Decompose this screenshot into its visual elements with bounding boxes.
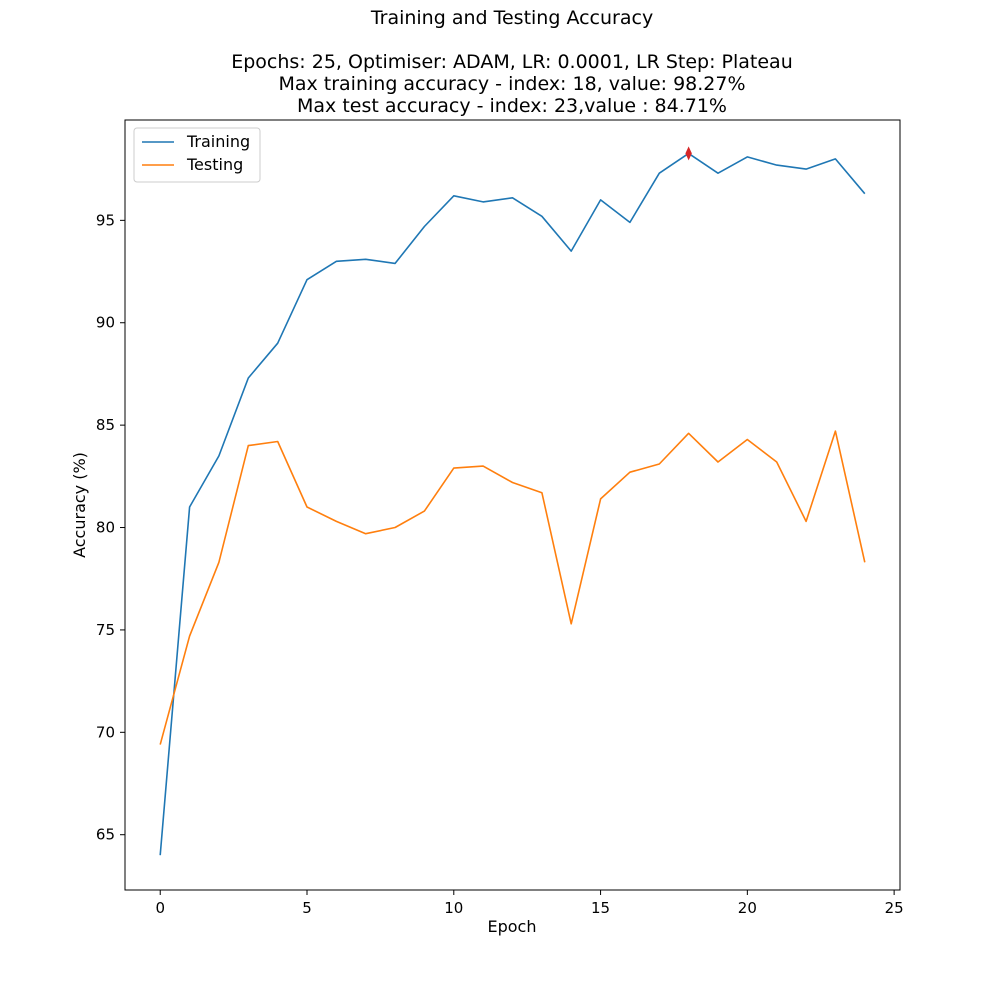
y-tick-label: 85: [96, 416, 115, 434]
y-axis-label: Accuracy (%): [70, 452, 89, 558]
series-line-training: [159, 152, 866, 856]
chart-subtitle-line-3: Max test accuracy - index: 23,value : 84…: [297, 95, 727, 117]
chart-title: Training and Testing Accuracy: [370, 7, 653, 29]
y-tick-label: 70: [96, 723, 115, 741]
x-axis-label: Epoch: [488, 917, 537, 936]
chart-subtitle-line-2: Max training accuracy - index: 18, value…: [278, 73, 745, 95]
y-tick-label: 75: [96, 621, 115, 639]
x-axis: 0 5 10 15 20 25: [155, 890, 904, 917]
legend: Training Testing: [133, 127, 261, 183]
x-tick-label: 25: [885, 899, 904, 917]
max-training-marker: [685, 146, 692, 161]
x-tick-label: 10: [444, 899, 463, 917]
chart-subtitle-line-1: Epochs: 25, Optimiser: ADAM, LR: 0.0001,…: [231, 51, 793, 73]
chart-titles: Training and Testing Accuracy Epochs: 25…: [231, 7, 793, 117]
x-tick-label: 20: [738, 899, 757, 917]
y-tick-label: 95: [96, 211, 115, 229]
plot-frame: [124, 119, 901, 891]
legend-label-training: Training: [186, 132, 250, 151]
series-line-testing: [159, 430, 866, 745]
plot-area: [124, 119, 901, 891]
y-axis: 65 70 75 80 85 90 95: [96, 211, 125, 844]
y-tick-label: 90: [96, 314, 115, 332]
y-tick-label: 65: [96, 826, 115, 844]
x-tick-label: 0: [155, 899, 165, 917]
x-tick-label: 15: [591, 899, 610, 917]
x-tick-label: 5: [302, 899, 312, 917]
y-tick-label: 80: [96, 519, 115, 537]
legend-label-testing: Testing: [186, 155, 243, 174]
